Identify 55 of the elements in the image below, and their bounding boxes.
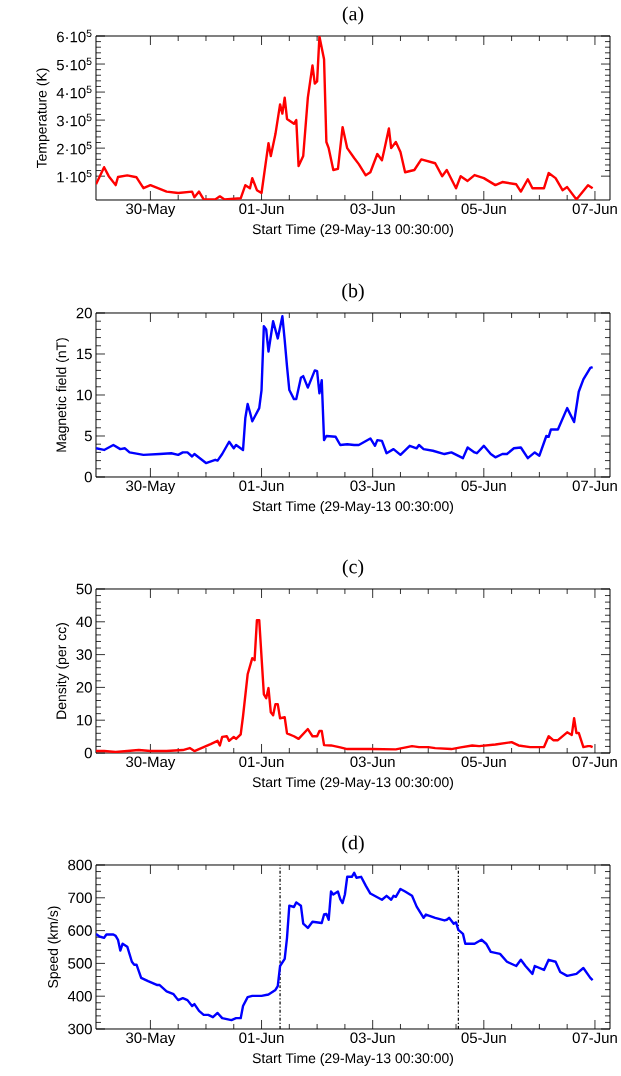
y-tick-label: 6·10$^{5}$: [56, 29, 92, 43]
y-axis-title: Magnetic field (nT): [55, 338, 69, 452]
x-axis-title: Start Time (29-May-13 00:30:00): [252, 776, 453, 790]
y-axis-title: Temperature (K): [36, 68, 50, 169]
y-tick-label: 30: [76, 649, 92, 660]
y-tick-label: 400: [67, 990, 92, 1002]
x-tick-label: 05-Jun: [461, 480, 506, 492]
y-tick-label: 3·10$^{5}$: [56, 113, 92, 127]
y-tick-label: 5: [84, 430, 92, 442]
x-tick-label: 05-Jun: [461, 756, 506, 768]
y-tick-label: 700: [68, 892, 92, 904]
x-tick-label: 05-Jun: [461, 1032, 506, 1044]
x-tick-label: 01-Jun: [239, 203, 284, 215]
y-tick-label: 4·10$^{5}$: [56, 85, 92, 99]
x-tick-label: 03-Jun: [350, 480, 395, 492]
x-tick-label: 01-Jun: [239, 756, 284, 768]
y-tick-label: 20: [76, 682, 92, 693]
x-tick-label: 01-Jun: [239, 1032, 284, 1044]
y-tick-label: 10: [76, 389, 92, 401]
x-tick-label: 07-Jun: [572, 756, 617, 768]
y-tick-label: 600: [68, 925, 92, 936]
chart-title: (c): [342, 559, 364, 578]
x-tick-label: 30-May: [126, 1032, 176, 1047]
x-tick-label: 07-Jun: [572, 1032, 617, 1044]
y-tick-label: 50: [76, 583, 92, 595]
y-tick-label: 2·10$^{5}$: [56, 141, 92, 155]
y-tick-label: 40: [76, 616, 92, 628]
x-tick-label: 07-Jun: [572, 480, 617, 492]
y-tick-label: 0: [84, 471, 92, 483]
x-axis-title: Start Time (29-May-13 00:30:00): [252, 1052, 453, 1066]
y-tick-label: 300: [68, 1023, 92, 1035]
y-tick-label: 10: [76, 714, 92, 726]
y-axis-title: Speed (km/s): [47, 906, 61, 988]
x-axis-title: Start Time (29-May-13 00:30:00): [252, 223, 453, 237]
y-tick-label: 15: [76, 348, 92, 360]
x-tick-label: 30-May: [126, 203, 176, 218]
y-tick-label: 1·10$^{5}$: [57, 169, 92, 183]
chart-title: (b): [342, 283, 364, 302]
x-tick-label: 01-Jun: [239, 480, 284, 492]
x-axis-title: Start Time (29-May-13 00:30:00): [252, 500, 453, 514]
y-tick-label: 0: [84, 747, 92, 759]
y-tick-label: 800: [68, 859, 92, 871]
y-tick-label: 20: [76, 307, 92, 319]
y-tick-label: 500: [68, 958, 92, 969]
y-tick-label: 5·10$^{5}$: [56, 57, 92, 71]
x-tick-label: 05-Jun: [461, 203, 506, 215]
x-tick-label: 07-Jun: [572, 203, 617, 215]
x-tick-label: 03-Jun: [350, 1032, 395, 1044]
x-tick-label: 03-Jun: [350, 756, 395, 768]
y-axis-title: Density (per cc): [55, 623, 69, 719]
x-tick-label: 30-May: [126, 480, 176, 495]
chart-title: (a): [342, 6, 364, 25]
x-tick-label: 30-May: [126, 756, 176, 771]
chart-title: (d): [342, 835, 364, 854]
x-tick-label: 03-Jun: [350, 203, 395, 215]
